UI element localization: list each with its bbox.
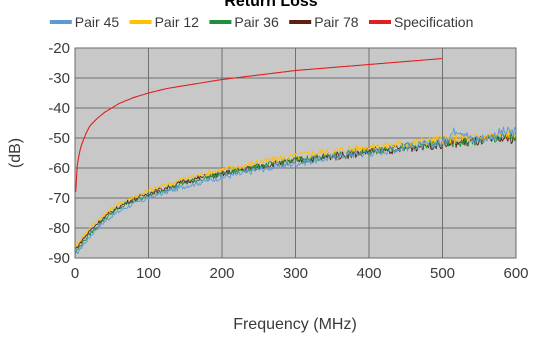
- chart-legend: Pair 45 Pair 12 Pair 36 Pair 78 Specificatio…: [49, 14, 473, 30]
- x-tick-label: 0: [71, 265, 79, 282]
- y-tick-label: -90: [48, 250, 70, 267]
- x-tick-label: 200: [209, 265, 234, 282]
- chart-title: Return Loss: [224, 0, 317, 10]
- y-tick-label: -20: [48, 40, 70, 57]
- x-axis-label: Frequency (MHz): [233, 316, 357, 333]
- y-tick-label: -50: [48, 130, 70, 147]
- series-line-pair-36: [75, 132, 517, 253]
- legend-label: Pair 12: [155, 14, 200, 30]
- y-tick-label: -30: [48, 70, 70, 87]
- plot-frame: [74, 47, 517, 259]
- series-layer: [75, 58, 517, 255]
- legend-label: Pair 78: [314, 14, 359, 30]
- y-axis-label: (dB): [7, 138, 24, 168]
- y-axis-ticks: -20 -30 -40 -50 -60 -70 -80 -90: [48, 40, 70, 267]
- series-line-pair-12: [75, 128, 517, 248]
- y-tick-label: -60: [48, 160, 70, 177]
- series-line-pair-45: [75, 126, 516, 255]
- x-axis-ticks: 0 100 200 300 400 500 600: [71, 265, 529, 282]
- series-line-specification: [75, 58, 442, 193]
- x-tick-label: 600: [503, 265, 528, 282]
- legend-label: Specification: [394, 14, 473, 30]
- x-tick-label: 400: [356, 265, 381, 282]
- legend-label: Pair 36: [234, 14, 279, 30]
- y-tick-label: -80: [48, 220, 70, 237]
- y-tick-label: -70: [48, 190, 70, 207]
- x-tick-label: 100: [136, 265, 161, 282]
- legend-label: Pair 45: [75, 14, 120, 30]
- x-tick-label: 300: [283, 265, 308, 282]
- y-tick-label: -40: [48, 100, 70, 117]
- x-tick-label: 500: [430, 265, 455, 282]
